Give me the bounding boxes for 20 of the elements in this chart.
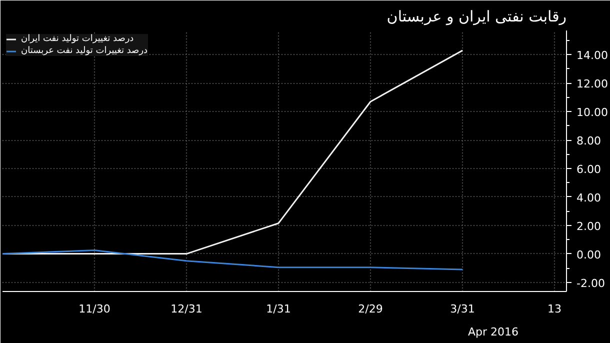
x-tick-label: 11/30 bbox=[78, 302, 110, 316]
x-tick-label: 3/31 bbox=[450, 302, 475, 316]
y-tick-label: 8.00 bbox=[576, 134, 601, 148]
y-tick-label: 2.00 bbox=[576, 220, 601, 233]
legend-label: درصد تغییرات تولید نفت ایران bbox=[21, 34, 134, 44]
text: Apr 2016 bbox=[468, 326, 519, 338]
legend-label: درصد تغییرات تولید نفت عربستان bbox=[21, 46, 148, 56]
y-tick-label: 0.00 bbox=[576, 248, 601, 262]
x-tick-label: 13 bbox=[548, 302, 562, 316]
y-tick-label: 14.00 bbox=[576, 49, 608, 62]
x-tick-label: 12/31 bbox=[170, 302, 202, 316]
line-series bbox=[2, 250, 464, 270]
y-tick-label: -2.00 bbox=[576, 276, 605, 290]
y-tick-label: 6.00 bbox=[576, 162, 601, 176]
x-tick-label: 1/31 bbox=[266, 302, 291, 316]
y-tick-label: 10.00 bbox=[576, 106, 608, 120]
y-tick-label: 4.00 bbox=[576, 191, 601, 204]
x-tick-label: 2/29 bbox=[358, 302, 383, 316]
chart-title: رقابت نفتی ایران و عربستان bbox=[386, 8, 567, 26]
y-tick-label: 12.00 bbox=[576, 78, 608, 91]
